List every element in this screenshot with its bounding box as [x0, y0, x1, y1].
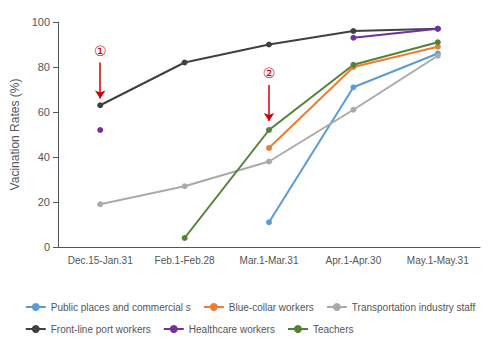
svg-text:Vacination Rates (%): Vacination Rates (%) — [8, 79, 22, 191]
svg-text:①: ① — [94, 43, 107, 59]
svg-text:Teachers: Teachers — [313, 324, 354, 335]
svg-text:100: 100 — [32, 16, 50, 28]
svg-text:80: 80 — [38, 61, 50, 73]
svg-text:May.1-May.31: May.1-May.31 — [407, 255, 469, 266]
svg-text:Feb.1-Feb.28: Feb.1-Feb.28 — [155, 255, 215, 266]
svg-text:Apr.1-Apr.30: Apr.1-Apr.30 — [326, 255, 382, 266]
svg-text:Front-line port workers: Front-line port workers — [51, 324, 151, 335]
svg-text:Mar.1-Mar.31: Mar.1-Mar.31 — [240, 255, 299, 266]
svg-text:②: ② — [263, 65, 276, 81]
svg-text:Blue-collar workers: Blue-collar workers — [229, 302, 314, 313]
svg-text:Public places and commercial s: Public places and commercial s — [51, 302, 191, 313]
svg-text:Healthcare workers: Healthcare workers — [189, 324, 275, 335]
svg-text:0: 0 — [44, 241, 50, 253]
svg-text:20: 20 — [38, 196, 50, 208]
svg-text:60: 60 — [38, 106, 50, 118]
svg-text:Dec.15-Jan.31: Dec.15-Jan.31 — [68, 255, 133, 266]
svg-text:Transportation industry staff: Transportation industry staff — [352, 302, 476, 313]
svg-text:40: 40 — [38, 151, 50, 163]
